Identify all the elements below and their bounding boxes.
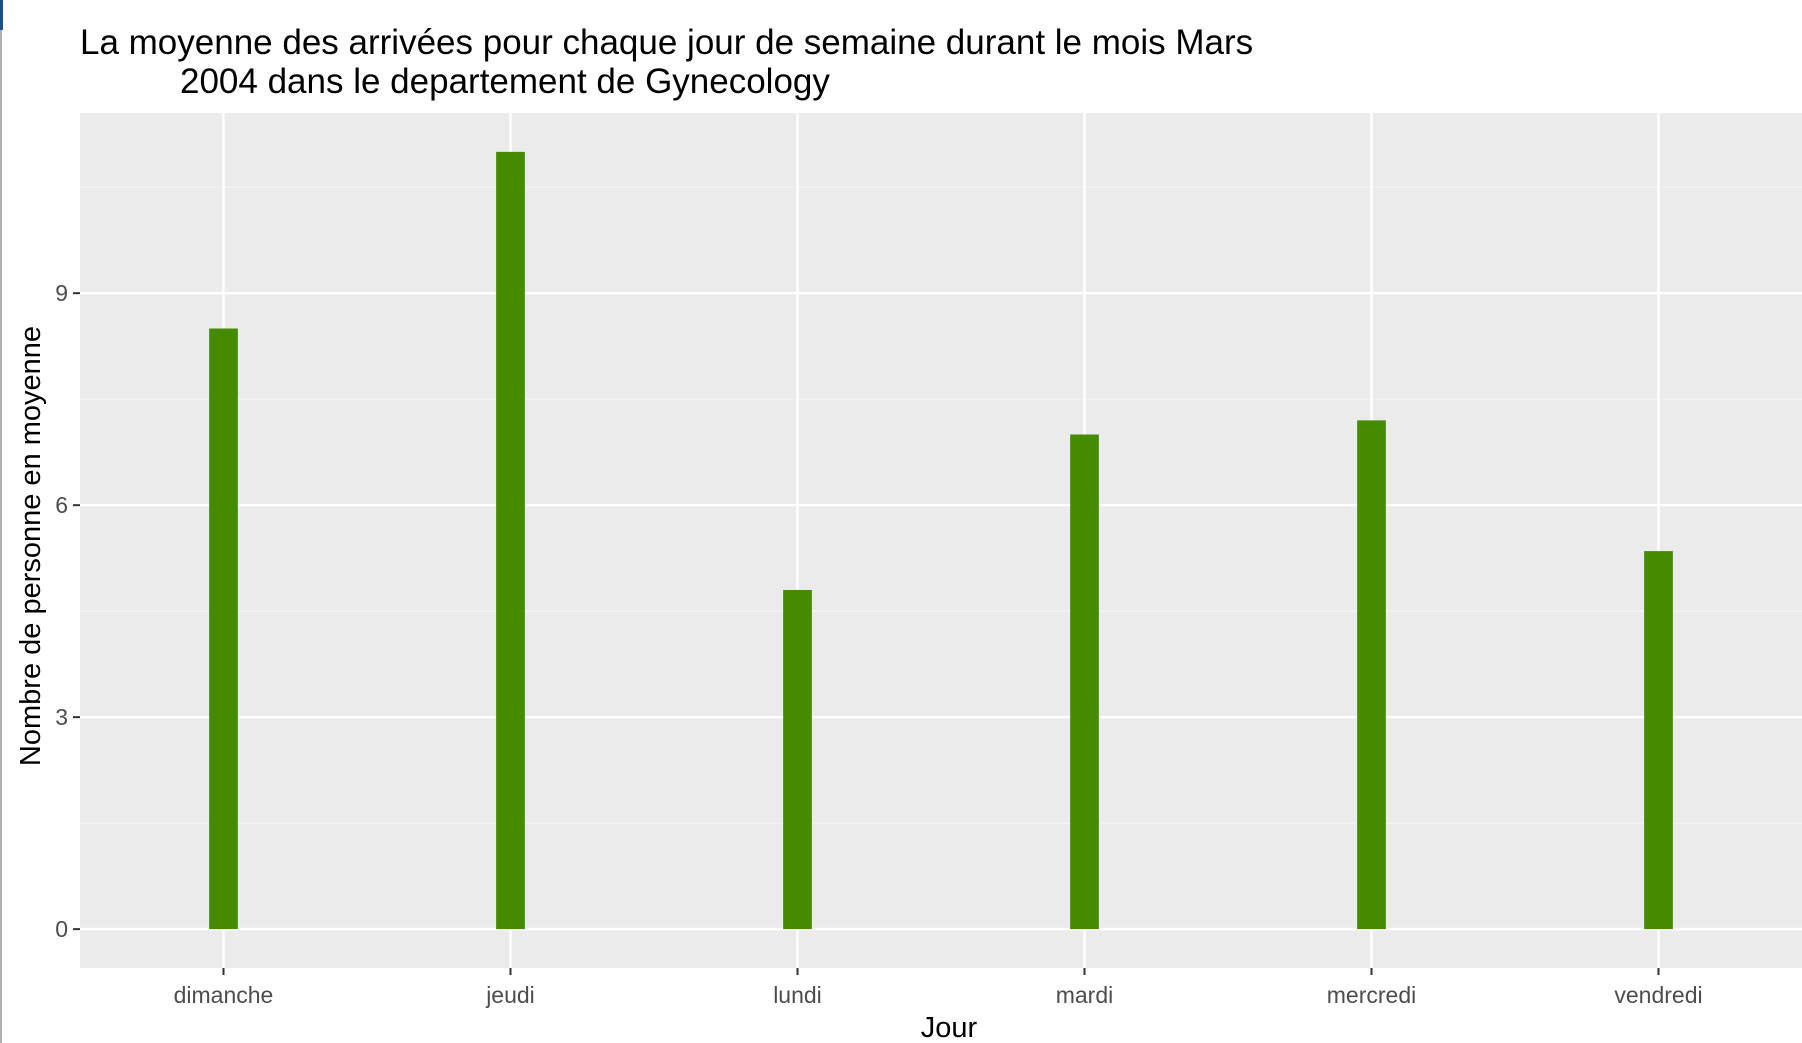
window-edge-line: [0, 30, 2, 1043]
window-edge-accent: [0, 0, 3, 30]
chart-title: La moyenne des arrivées pour chaque jour…: [80, 23, 1253, 101]
y-tick-label: 3: [55, 704, 68, 730]
bar-mercredi: [1357, 420, 1386, 930]
y-tick-label: 9: [55, 280, 68, 306]
x-tick-label: dimanche: [174, 982, 274, 1008]
x-tick-label: jeudi: [485, 982, 535, 1008]
y-tick-label: 0: [55, 916, 68, 942]
y-axis-title: Nombre de personne en moyenne: [15, 326, 47, 766]
x-tick-label: mardi: [1056, 982, 1114, 1008]
x-axis-title: Jour: [921, 1012, 978, 1043]
bar-lundi: [783, 589, 812, 930]
bar-jeudi: [496, 151, 525, 930]
bar-vendredi: [1644, 551, 1673, 930]
x-tick-label: mercredi: [1327, 982, 1416, 1008]
plot-panel: [80, 113, 1802, 968]
chart-title-line-2: 2004 dans le departement de Gynecology: [180, 62, 830, 101]
minor-gridlines: [80, 186, 1802, 824]
bar-mardi: [1070, 434, 1099, 930]
bar-dimanche: [209, 328, 238, 930]
y-axis: 0 3 6 9: [55, 280, 80, 942]
chart-title-line-1: La moyenne des arrivées pour chaque jour…: [80, 23, 1253, 62]
y-tick-label: 6: [55, 492, 68, 518]
bars: [209, 151, 1673, 930]
x-tick-label: lundi: [773, 982, 822, 1008]
x-tick-label: vendredi: [1614, 982, 1702, 1008]
x-axis: dimanche jeudi lundi mardi mercredi vendredi: [174, 968, 1703, 1008]
